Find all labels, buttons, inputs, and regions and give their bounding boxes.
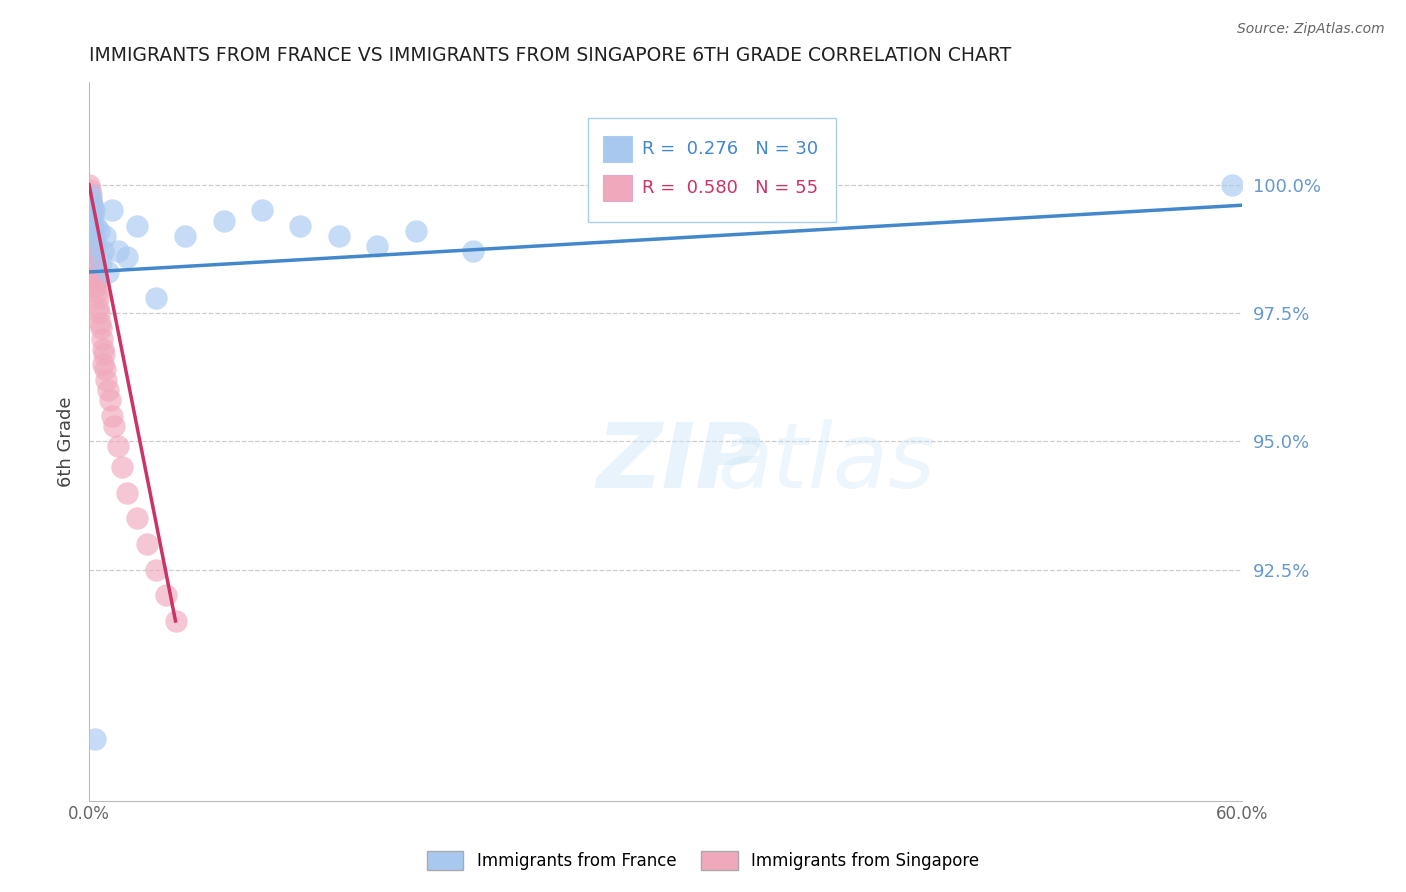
Point: [135, 537, 157, 551]
Point: [463, 244, 485, 259]
Point: [79, 193, 101, 207]
Point: [79, 198, 101, 212]
Point: [91, 342, 114, 356]
Point: [117, 250, 139, 264]
Point: [82, 229, 104, 244]
Point: [93, 347, 115, 361]
Point: [90, 254, 112, 268]
Point: [83, 732, 105, 747]
Point: [80, 219, 103, 233]
Legend: Immigrants from France, Immigrants from Singapore: Immigrants from France, Immigrants from …: [420, 844, 986, 877]
Point: [1220, 178, 1243, 192]
Point: [103, 419, 125, 434]
Point: [145, 563, 167, 577]
Point: [82, 219, 104, 233]
Point: [212, 213, 235, 227]
Point: [91, 244, 114, 259]
Point: [83, 203, 105, 218]
Point: [83, 239, 105, 253]
Point: [97, 265, 120, 279]
Text: R =  0.276   N = 30: R = 0.276 N = 30: [643, 140, 818, 158]
Point: [84, 280, 107, 294]
Point: [328, 229, 350, 244]
Point: [80, 188, 103, 202]
Point: [80, 219, 103, 233]
Point: [80, 203, 103, 218]
Text: IMMIGRANTS FROM FRANCE VS IMMIGRANTS FROM SINGAPORE 6TH GRADE CORRELATION CHART: IMMIGRANTS FROM FRANCE VS IMMIGRANTS FRO…: [89, 46, 1011, 65]
Point: [97, 383, 120, 397]
Point: [80, 213, 103, 227]
Point: [86, 285, 108, 300]
Point: [82, 224, 104, 238]
Point: [107, 440, 129, 454]
Text: atlas: atlas: [717, 419, 935, 507]
Bar: [603, 136, 631, 161]
Point: [84, 265, 107, 279]
Point: [366, 239, 388, 253]
Point: [83, 254, 105, 268]
Point: [101, 203, 124, 218]
Point: [82, 229, 104, 244]
Point: [82, 209, 104, 223]
Point: [87, 224, 110, 238]
Point: [82, 209, 104, 223]
Point: [101, 409, 124, 423]
Point: [83, 244, 105, 259]
Text: R =  0.580   N = 55: R = 0.580 N = 55: [643, 179, 818, 197]
Point: [79, 198, 101, 212]
Point: [86, 239, 108, 253]
Point: [83, 265, 105, 279]
Point: [94, 229, 117, 244]
Point: [87, 301, 110, 315]
Point: [96, 373, 118, 387]
Point: [98, 393, 121, 408]
Point: [79, 178, 101, 192]
Point: [94, 362, 117, 376]
Point: [80, 213, 103, 227]
Point: [111, 460, 134, 475]
Point: [83, 229, 105, 244]
Point: [82, 239, 104, 253]
Point: [82, 254, 104, 268]
Point: [84, 219, 107, 233]
Point: [87, 306, 110, 320]
Point: [93, 357, 115, 371]
Point: [155, 588, 177, 602]
FancyBboxPatch shape: [588, 118, 837, 222]
Point: [83, 244, 105, 259]
Point: [127, 511, 149, 525]
Point: [117, 485, 139, 500]
Point: [90, 332, 112, 346]
Point: [165, 614, 187, 628]
Point: [290, 219, 312, 233]
Point: [174, 229, 197, 244]
Point: [86, 275, 108, 289]
Point: [107, 244, 129, 259]
Bar: [603, 176, 631, 202]
Point: [86, 270, 108, 285]
Point: [82, 234, 104, 248]
Point: [250, 203, 273, 218]
Point: [80, 198, 103, 212]
Point: [80, 198, 103, 212]
Point: [79, 193, 101, 207]
Point: [145, 291, 167, 305]
Point: [80, 209, 103, 223]
Point: [90, 321, 112, 335]
Point: [89, 316, 111, 330]
Point: [79, 183, 101, 197]
Point: [86, 291, 108, 305]
Point: [127, 219, 149, 233]
Point: [79, 203, 101, 218]
Point: [83, 250, 105, 264]
Point: [84, 260, 107, 274]
Point: [80, 229, 103, 244]
Text: Source: ZipAtlas.com: Source: ZipAtlas.com: [1237, 22, 1385, 37]
Y-axis label: 6th Grade: 6th Grade: [58, 396, 75, 487]
Point: [405, 224, 427, 238]
Text: ZIP: ZIP: [596, 419, 762, 507]
Point: [79, 188, 101, 202]
